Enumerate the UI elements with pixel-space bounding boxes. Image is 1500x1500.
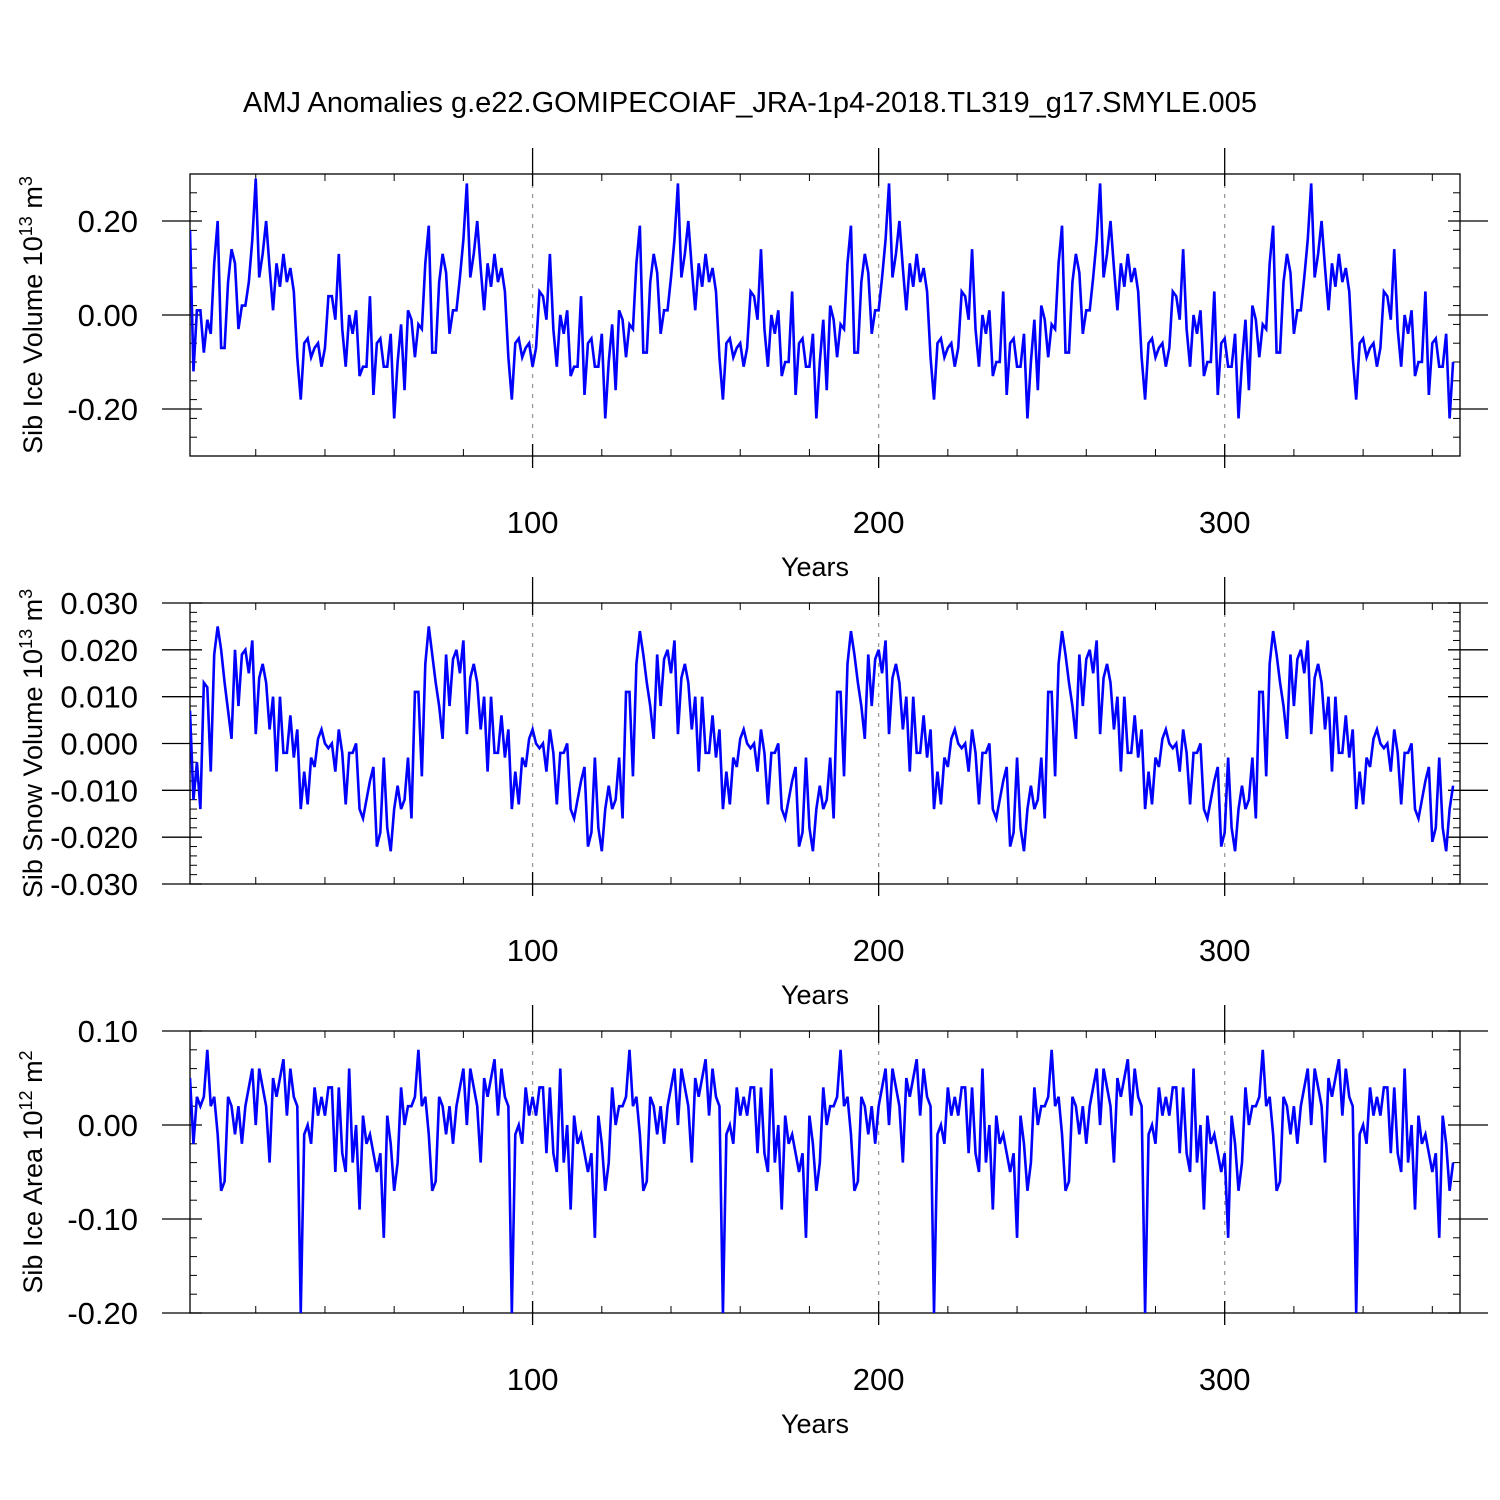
x-tick-label: 300 (1199, 1362, 1251, 1397)
x-axis-label: Years (781, 552, 849, 582)
panel-3: 100 200 300 Years 0.10 0.00 -0.10 -0.20 Sib Ice … (16, 1005, 1488, 1439)
y-tick-label: 0.00 (78, 298, 138, 333)
plot-frame (189, 602, 1461, 885)
chart-title: AMJ Anomalies g.e22.GOMIPECOIAF_JRA-1p4-… (243, 87, 1257, 119)
y-tick-label: 0.20 (78, 204, 138, 239)
y-tick-label: 0.00 (78, 1108, 138, 1143)
panel-2: 100 200 300 Years 0.030 0.020 0.010 0.000 -0.010… (16, 577, 1488, 1010)
x-tick-label: 200 (853, 1362, 905, 1397)
y-axis-label: Sib Snow Volume 1013 m3 (16, 589, 48, 898)
y-tick-label: 0.010 (60, 680, 138, 715)
series-line-3 (190, 1049, 1455, 1313)
y-tick-label: -0.20 (67, 392, 138, 427)
x-tick-label: 300 (1199, 933, 1251, 968)
y-axis-label: Sib Ice Area 1012 m2 (16, 1050, 48, 1293)
x-tick-label: 100 (507, 505, 559, 540)
y-tick-label: -0.030 (50, 867, 138, 902)
y-tick-label: -0.010 (50, 773, 138, 808)
x-axis-label: Years (781, 1409, 849, 1439)
y-tick-label: 0.030 (60, 586, 138, 621)
x-tick-label: 200 (853, 933, 905, 968)
x-tick-label: 100 (507, 933, 559, 968)
y-tick-label: -0.10 (67, 1202, 138, 1237)
plot-frame (189, 1030, 1461, 1314)
y-axis-label: Sib Ice Volume 1013 m3 (16, 176, 48, 454)
plot-frame (189, 173, 1461, 457)
series-line-1 (190, 178, 1455, 419)
panels: 100 200 300 Years 0.20 0.00 -0.20 Sib Ice Volum… (16, 148, 1488, 1439)
x-tick-label: 100 (507, 1362, 559, 1397)
y-tick-label: -0.020 (50, 820, 138, 855)
series-line-2 (190, 626, 1455, 852)
y-tick-label: 0.10 (78, 1014, 138, 1049)
y-tick-label: 0.000 (60, 727, 138, 762)
x-axis-label: Years (781, 980, 849, 1010)
y-tick-label: 0.020 (60, 633, 138, 668)
panel-1: 100 200 300 Years 0.20 0.00 -0.20 Sib Ice Volum… (16, 148, 1488, 582)
x-tick-label: 300 (1199, 505, 1251, 540)
y-tick-label: -0.20 (67, 1296, 138, 1331)
x-tick-label: 200 (853, 505, 905, 540)
